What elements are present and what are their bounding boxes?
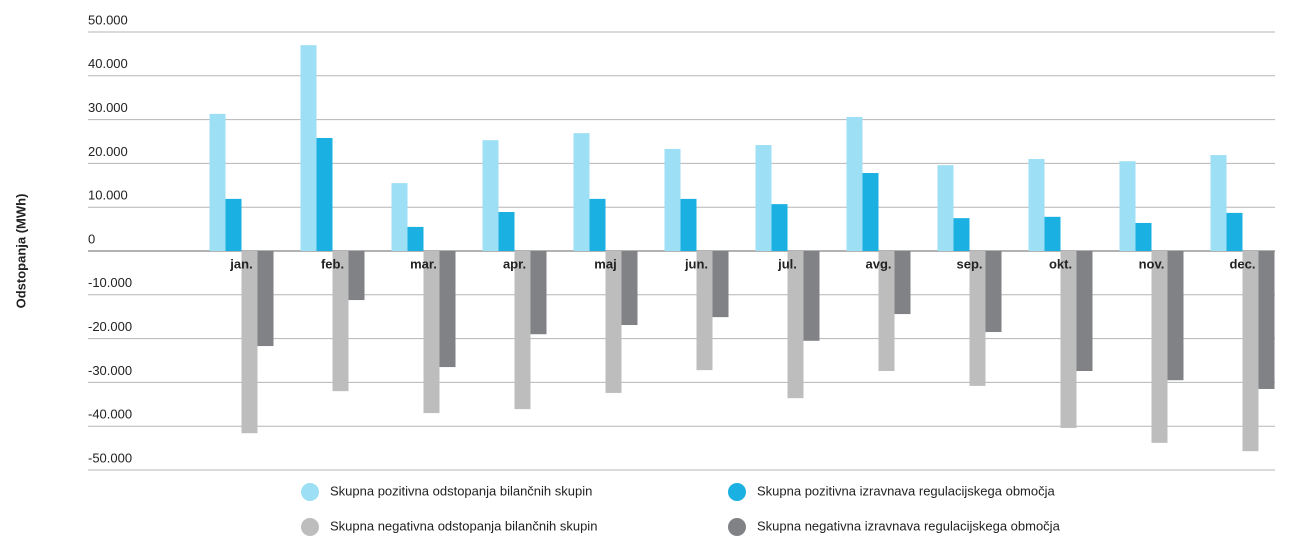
x-tick-label: jan. xyxy=(229,256,252,271)
x-tick-label: apr. xyxy=(503,256,526,271)
bar xyxy=(621,251,638,326)
bar xyxy=(862,173,879,251)
bar xyxy=(1242,251,1259,452)
x-tick-label: feb. xyxy=(321,256,344,271)
bar xyxy=(407,226,424,251)
x-tick-label: dec. xyxy=(1229,256,1255,271)
bar xyxy=(391,183,408,251)
legend-label: Skupna pozitivna odstopanja bilančnih sk… xyxy=(330,483,592,498)
x-tick-label: jul. xyxy=(777,256,797,271)
y-tick-label: -40.000 xyxy=(88,407,132,422)
bar xyxy=(439,251,456,368)
bar xyxy=(878,251,895,372)
bar xyxy=(771,204,788,251)
bar xyxy=(680,198,697,251)
y-axis-label: Odstopanja (MWh) xyxy=(13,194,28,309)
bar xyxy=(498,212,515,251)
x-tick-label: maj xyxy=(594,256,616,271)
x-tick-label: jun. xyxy=(684,256,708,271)
bar xyxy=(1135,222,1152,251)
bar xyxy=(937,165,954,251)
bar xyxy=(1210,155,1227,251)
bar xyxy=(803,251,820,341)
bar xyxy=(530,251,547,335)
legend-swatch xyxy=(301,483,319,501)
bar xyxy=(300,45,317,251)
bar xyxy=(953,218,970,251)
bar xyxy=(332,251,349,392)
legend-swatch xyxy=(728,483,746,501)
bar xyxy=(209,113,226,251)
y-tick-label: -10.000 xyxy=(88,275,132,290)
bar xyxy=(514,251,531,410)
bar xyxy=(589,198,606,251)
legend-swatch xyxy=(728,518,746,536)
legend-label: Skupna negativna odstopanja bilančnih sk… xyxy=(330,518,597,533)
y-tick-label: 50.000 xyxy=(88,12,128,27)
bar xyxy=(985,251,1002,333)
bar xyxy=(1119,161,1136,251)
x-tick-label: avg. xyxy=(865,256,891,271)
bar xyxy=(573,133,590,251)
bar xyxy=(755,145,772,251)
bar xyxy=(1167,251,1184,381)
bar xyxy=(257,251,274,347)
legend-swatch xyxy=(301,518,319,536)
bar xyxy=(1076,251,1093,372)
bar xyxy=(664,148,681,251)
y-tick-label: 10.000 xyxy=(88,188,128,203)
x-tick-label: nov. xyxy=(1139,256,1165,271)
x-tick-label: okt. xyxy=(1049,256,1072,271)
y-tick-label: 40.000 xyxy=(88,56,128,71)
legend-label: Skupna negativna izravnava regulacijskeg… xyxy=(757,518,1061,533)
bar xyxy=(696,251,713,371)
bar xyxy=(423,251,440,414)
bar xyxy=(969,251,986,386)
bar xyxy=(1028,159,1045,251)
bar xyxy=(1044,216,1061,251)
y-tick-label: -50.000 xyxy=(88,450,132,465)
bar xyxy=(241,251,258,434)
bar xyxy=(605,251,622,393)
x-tick-label: sep. xyxy=(956,256,982,271)
bar xyxy=(482,140,499,251)
bar xyxy=(1060,251,1077,428)
bar xyxy=(712,251,729,318)
y-tick-label: -20.000 xyxy=(88,319,132,334)
bar xyxy=(316,137,333,251)
bar xyxy=(1258,251,1275,389)
y-tick-label: 20.000 xyxy=(88,144,128,159)
bar xyxy=(787,251,804,399)
bar xyxy=(846,116,863,251)
bar xyxy=(225,198,242,251)
y-tick-label: -30.000 xyxy=(88,363,132,378)
x-tick-label: mar. xyxy=(410,256,437,271)
y-tick-label: 30.000 xyxy=(88,100,128,115)
bar xyxy=(348,251,365,301)
legend-label: Skupna pozitivna izravnava regulacijskeg… xyxy=(757,483,1055,498)
bar xyxy=(1226,212,1243,251)
bar xyxy=(1151,251,1168,443)
bar xyxy=(894,251,911,315)
y-tick-label: 0 xyxy=(88,231,95,246)
